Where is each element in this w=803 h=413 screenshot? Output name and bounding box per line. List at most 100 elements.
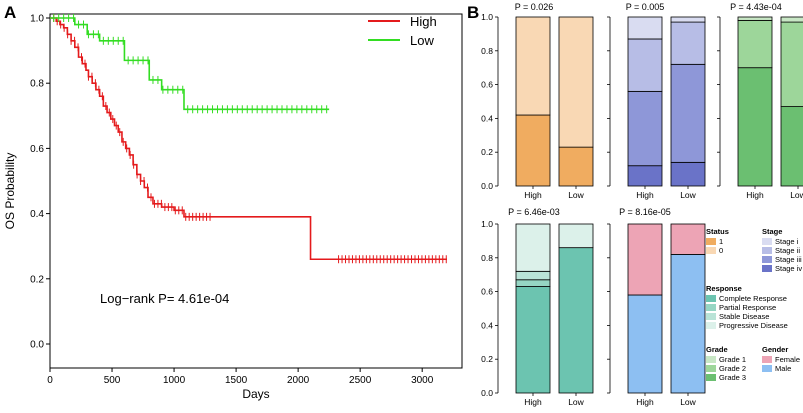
gender-x-tick-label: High (636, 397, 654, 407)
legend-status-item-0: 0 (719, 246, 723, 255)
response-x-tick-label: Low (568, 397, 584, 407)
km-curve-high (50, 17, 447, 261)
km-legend-low-label: Low (410, 33, 434, 48)
legend-gender-item-male: Male (775, 364, 791, 373)
status-y-tick-label: 0.8 (481, 46, 493, 56)
legend-grade-item-3: Grade 3 (719, 373, 746, 382)
grade-bar-high-segment (737, 67, 773, 187)
km-logrank-annotation: Log−rank P= 4.61e-04 (100, 291, 229, 306)
stage-bar-low-segment (670, 161, 706, 187)
response-bar-low-segment (558, 247, 594, 394)
legend-response-swatch-progressive (706, 322, 716, 329)
legend-status-swatch-1 (706, 238, 716, 245)
legend-stage-title: Stage (762, 227, 782, 236)
legend-response-item-progressive: Progressive Disease (719, 321, 788, 330)
grade-bar-high-segment (737, 19, 773, 69)
response-chart-title: P = 6.46e-03 (508, 207, 560, 217)
gender-x-tick-label: Low (680, 397, 696, 407)
km-y-tick-label: 0.0 (30, 340, 44, 351)
stage-bar-high-segment (627, 165, 663, 187)
legend-stage-swatch-i (762, 238, 772, 245)
legend-grade-item-1: Grade 1 (719, 355, 746, 364)
grade-bar-low-segment (780, 106, 803, 187)
legend-status-title: Status (706, 227, 729, 236)
status-x-tick-label: Low (568, 190, 584, 200)
legend-gender-swatch-female (762, 356, 772, 363)
status-y-tick-label: 0.6 (481, 80, 493, 90)
km-x-tick-label: 0 (47, 375, 53, 386)
legend-grade-title: Grade (706, 345, 728, 354)
km-x-tick-label: 2000 (287, 375, 310, 386)
status-bar-high-segment (515, 114, 551, 187)
legend-response-swatch-stable (706, 313, 716, 320)
legend-response-item-complete: Complete Response (719, 294, 787, 303)
gender-bar-low-segment (670, 223, 706, 255)
legend-stage-item-i: Stage i (775, 237, 799, 246)
km-x-axis-title: Days (242, 387, 269, 401)
stage-chart-title: P = 0.005 (626, 2, 665, 12)
legend-grade-swatch-1 (706, 356, 716, 363)
stage-bar-low-segment (670, 16, 706, 23)
stage-bar-high-segment (627, 90, 663, 167)
response-y-tick-label: 0.4 (481, 320, 493, 330)
response-y-tick-label: 0.0 (481, 388, 493, 398)
stage-x-tick-label: High (636, 190, 654, 200)
legend-response-title: Response (706, 284, 742, 293)
km-y-tick-label: 0.4 (30, 209, 44, 220)
km-x-axis: 0 500 1000 1500 2000 2500 3000 (47, 368, 434, 386)
legend-stage-swatch-ii (762, 247, 772, 254)
km-y-tick-label: 0.2 (30, 274, 44, 285)
km-x-tick-label: 3000 (411, 375, 434, 386)
grade-bar-low-segment (780, 16, 803, 23)
stage-bar-low-segment (670, 21, 706, 65)
legend-gender-title: Gender (762, 345, 788, 354)
response-y-tick-label: 0.6 (481, 287, 493, 297)
legend-grade-item-2: Grade 2 (719, 364, 746, 373)
response-y-tick-label: 0.8 (481, 253, 493, 263)
status-bar-low-segment (558, 146, 594, 187)
legend-status-item-1: 1 (719, 237, 723, 246)
gender-bar-high-segment (627, 223, 663, 296)
response-bar-high-segment (515, 279, 551, 287)
response-bar-high-segment (515, 270, 551, 281)
grade-bar-high-segment (737, 16, 773, 21)
status-bar-high-segment (515, 16, 551, 116)
stage-bar-high-segment (627, 16, 663, 40)
stage-x-tick-label: Low (680, 190, 696, 200)
legend-response-swatch-partial (706, 304, 716, 311)
status-y-tick-label: 0.0 (481, 181, 493, 191)
response-x-tick-label: High (524, 397, 542, 407)
legend-gender-item-female: Female (775, 355, 800, 364)
km-curve-low (50, 17, 330, 111)
status-y-tick-label: 0.2 (481, 147, 493, 157)
legend-response-item-partial: Partial Response (719, 303, 776, 312)
panel-label-a: A (4, 3, 16, 22)
km-x-tick-label: 1500 (225, 375, 248, 386)
legend-grade-swatch-2 (706, 365, 716, 372)
km-y-tick-label: 0.6 (30, 144, 44, 155)
stage-bar-high-segment (627, 38, 663, 92)
legend-grade-swatch-3 (706, 374, 716, 381)
legend-response-item-stable: Stable Disease (719, 312, 769, 321)
status-y-tick-label: 1.0 (481, 12, 493, 22)
stacked-bar-panels: P = 0.026 P = 0.005 P = 4.43e-04 P = 6.4… (481, 2, 803, 407)
status-chart-title: P = 0.026 (515, 2, 554, 12)
legend-gender-swatch-male (762, 365, 772, 372)
grade-bar-low-segment (780, 21, 803, 107)
km-legend-high-label: High (410, 14, 437, 29)
legend-stage-item-iii: Stage iii (775, 255, 802, 264)
status-bar-low-segment (558, 16, 594, 148)
response-bar-high-segment (515, 223, 551, 272)
category-legends: Status 1 0 Stage Stage i Stage ii Stage … (706, 227, 802, 382)
response-bar-high-segment (515, 286, 551, 394)
legend-response-swatch-complete (706, 295, 716, 302)
legend-status-swatch-0 (706, 247, 716, 254)
status-y-tick-label: 0.4 (481, 113, 493, 123)
km-plot: 0.0 0.2 0.4 0.6 0.8 1.0 0 500 1000 1500 2000 2500 3… (3, 13, 463, 401)
gender-chart-title: P = 8.16e-05 (619, 207, 671, 217)
grade-x-tick-label: High (746, 190, 764, 200)
gender-bar-low-segment (670, 254, 706, 394)
km-y-tick-label: 0.8 (30, 79, 44, 90)
